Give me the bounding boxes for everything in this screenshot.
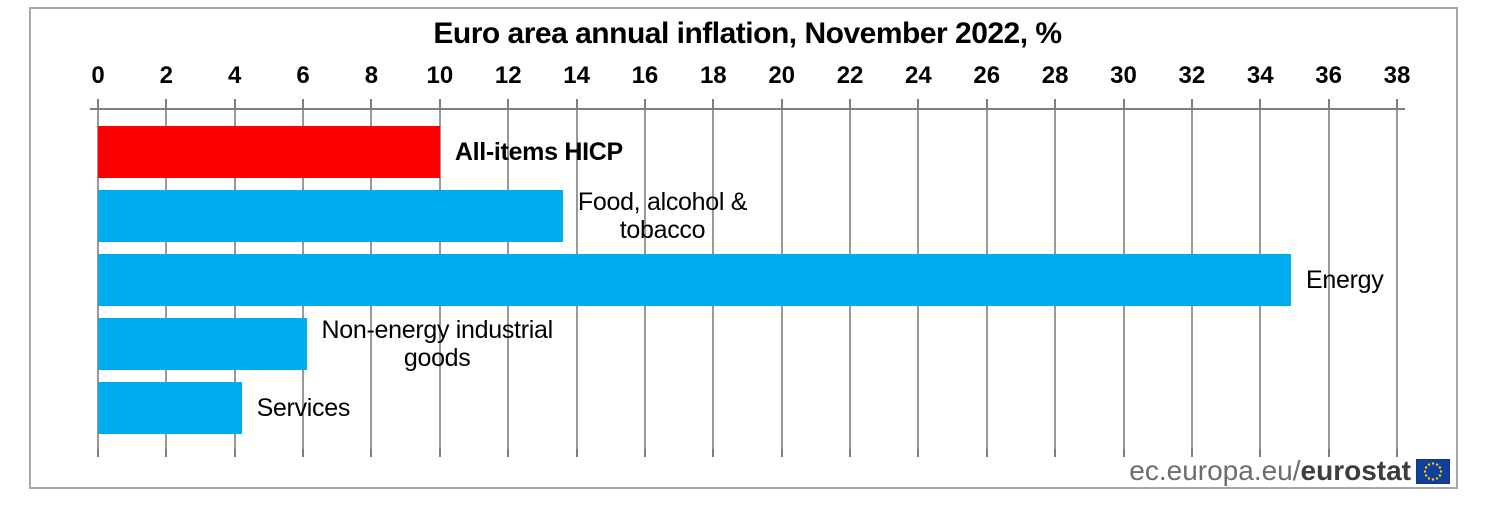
x-tick-label: 32 — [1178, 62, 1206, 89]
x-tick-label: 30 — [1110, 62, 1137, 89]
x-tick-label: 22 — [836, 62, 864, 89]
x-axis-tick — [1122, 99, 1125, 108]
bar-label-services: Services — [256, 394, 351, 422]
x-axis-tick — [849, 99, 852, 108]
x-axis-bottom-tick — [507, 449, 510, 457]
x-axis-bottom-tick — [1396, 449, 1398, 457]
x-axis-tick — [165, 99, 168, 108]
bar-non-energy-industrial-goods — [98, 318, 307, 370]
x-axis-tick — [780, 99, 783, 108]
x-axis-tick — [712, 99, 715, 108]
bar-label-line: Non-energy industrial — [321, 316, 554, 344]
x-axis-bottom-tick — [1259, 449, 1262, 457]
x-axis-tick — [917, 99, 920, 108]
bar-label-line: goods — [403, 344, 471, 372]
x-tick-label: 8 — [364, 62, 379, 89]
bar-label-line: tobacco — [619, 216, 706, 244]
x-axis-bottom-tick — [1122, 449, 1125, 457]
x-tick-label: 36 — [1315, 62, 1342, 89]
x-axis-tick — [370, 99, 373, 108]
logo-url-bold: eurostat — [1300, 455, 1411, 486]
x-axis-bottom-tick — [712, 449, 715, 457]
bar-energy — [98, 254, 1292, 306]
x-tick-label: 26 — [973, 62, 1001, 89]
gridline — [1396, 110, 1398, 449]
logo-url-regular: ec.europa.eu/ — [1129, 455, 1301, 486]
bar-label-all-items-hicp: All-items HICP — [455, 138, 623, 166]
x-axis-tick — [97, 99, 99, 108]
x-axis-tick — [1259, 99, 1262, 108]
x-axis-tick — [575, 99, 578, 108]
x-axis-bottom-tick — [643, 449, 646, 457]
x-axis-bottom-tick — [1327, 449, 1330, 457]
bar-label-energy: Energy — [1306, 266, 1384, 294]
x-tick-label: 20 — [768, 62, 796, 89]
bar-food-alcohol-tobacco — [98, 190, 563, 242]
x-axis-tick — [1190, 99, 1193, 108]
x-axis-tick — [1054, 99, 1057, 108]
x-axis-tick — [1327, 99, 1330, 108]
x-tick-label: 38 — [1383, 62, 1411, 89]
x-axis-bottom-tick — [233, 449, 236, 457]
x-axis-tick — [302, 99, 305, 108]
bar-all-items-hicp — [98, 126, 440, 178]
bar-label-non-energy-industrial-goods: Non-energy industrial goods — [321, 316, 554, 372]
x-tick-label: 28 — [1041, 62, 1069, 89]
x-tick-label: 2 — [159, 62, 174, 89]
x-tick-label: 16 — [631, 62, 659, 89]
x-tick-label: 0 — [91, 62, 105, 89]
x-axis-bottom-tick — [370, 449, 373, 457]
x-axis-tick — [985, 99, 988, 108]
x-axis-bottom-tick — [97, 449, 99, 457]
x-tick-label: 34 — [1246, 62, 1274, 89]
gridline — [1327, 110, 1330, 449]
x-axis-bottom-tick — [1054, 449, 1057, 457]
x-axis-tick — [438, 99, 441, 108]
bar-label-line: Services — [256, 394, 351, 422]
x-axis-bottom-tick — [917, 449, 920, 457]
x-tick-label: 14 — [563, 62, 590, 89]
x-axis-bottom-tick — [302, 449, 305, 457]
x-axis-bottom-tick — [1190, 449, 1193, 457]
chart-title: Euro area annual inflation, November 202… — [433, 17, 1062, 50]
x-axis-bottom-tick — [849, 449, 852, 457]
bar-label-line: All-items HICP — [454, 138, 623, 166]
bar-services — [98, 382, 242, 434]
x-axis-line — [90, 108, 1405, 110]
x-axis-bottom-tick — [165, 449, 168, 457]
x-axis-tick — [507, 99, 510, 108]
bar-label-line: Energy — [1306, 266, 1384, 294]
x-tick-label: 6 — [296, 62, 310, 89]
x-axis-tick — [233, 99, 236, 108]
x-tick-label: 12 — [494, 62, 522, 89]
bar-label-food-alcohol-tobacco: Food, alcohol & tobacco — [577, 188, 748, 244]
x-axis-bottom-tick — [985, 449, 988, 457]
x-axis-tick — [643, 99, 646, 108]
x-axis-bottom-tick — [438, 449, 441, 457]
eurostat-logo: ec.europa.eu/eurostat — [1129, 455, 1450, 487]
eu-flag-icon — [1416, 458, 1450, 484]
x-tick-label: 18 — [699, 62, 727, 89]
x-axis-bottom-tick — [575, 449, 578, 457]
chart-frame — [29, 7, 1458, 489]
x-tick-label: 10 — [426, 62, 454, 89]
x-tick-label: 4 — [228, 62, 242, 89]
bar-label-line: Food, alcohol & — [577, 188, 748, 216]
x-axis-bottom-tick — [780, 449, 783, 457]
x-axis-tick — [1396, 99, 1398, 108]
x-tick-label: 24 — [905, 62, 932, 89]
